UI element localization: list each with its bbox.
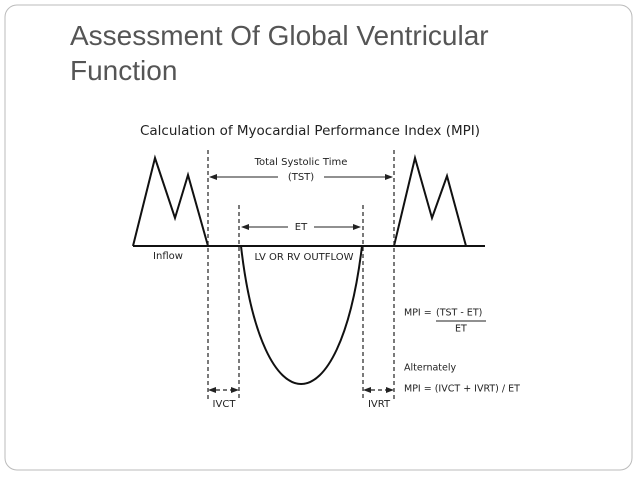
tst-abbr: (TST) <box>288 172 314 183</box>
diagram-title: Calculation of Myocardial Performance In… <box>140 123 480 139</box>
outflow-label: LV OR RV OUTFLOW <box>255 252 354 263</box>
slide-title: Assessment Of Global Ventricular Functio… <box>70 20 489 86</box>
mpi-alt: MPI = (IVCT + IVRT) / ET <box>404 384 520 395</box>
mpi-denominator: ET <box>455 324 467 335</box>
tst-label: Total Systolic Time <box>254 157 348 168</box>
alternately: Alternately <box>404 363 456 374</box>
ivct-label: IVCT <box>213 399 237 410</box>
slide-border <box>4 4 633 471</box>
inflow-wave <box>393 154 467 247</box>
outflow-wave <box>240 245 363 385</box>
ivrt-label: IVRT <box>368 399 391 410</box>
inflow-label: Inflow <box>153 251 183 262</box>
inflow-wave <box>132 154 209 247</box>
et-label: ET <box>295 222 308 233</box>
mpi-lhs: MPI = <box>404 308 432 319</box>
mpi-numerator: (TST - ET) <box>436 308 482 319</box>
